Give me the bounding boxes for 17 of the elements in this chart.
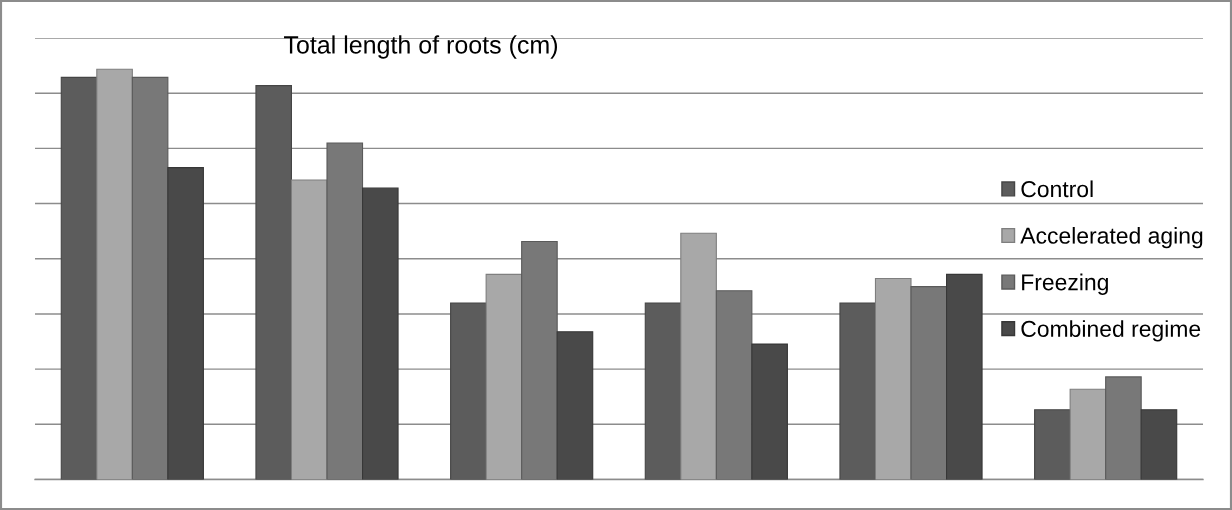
bar (450, 302, 487, 480)
bar (839, 302, 877, 480)
legend-label: Combined regime (1021, 320, 1201, 342)
bar (945, 273, 983, 480)
chart-title: Total length of roots (cm) (284, 35, 558, 59)
bar (644, 302, 682, 480)
bar (751, 343, 788, 480)
bar (1034, 409, 1071, 480)
bar (361, 187, 399, 480)
legend-label: Accelerated aging (1020, 226, 1203, 249)
bar (167, 167, 204, 480)
bar (255, 85, 293, 480)
bar (1140, 409, 1178, 480)
bar (60, 76, 98, 480)
legend-label: Control (1021, 180, 1093, 198)
legend-label: Freezing (1022, 273, 1108, 295)
bar (556, 331, 594, 480)
